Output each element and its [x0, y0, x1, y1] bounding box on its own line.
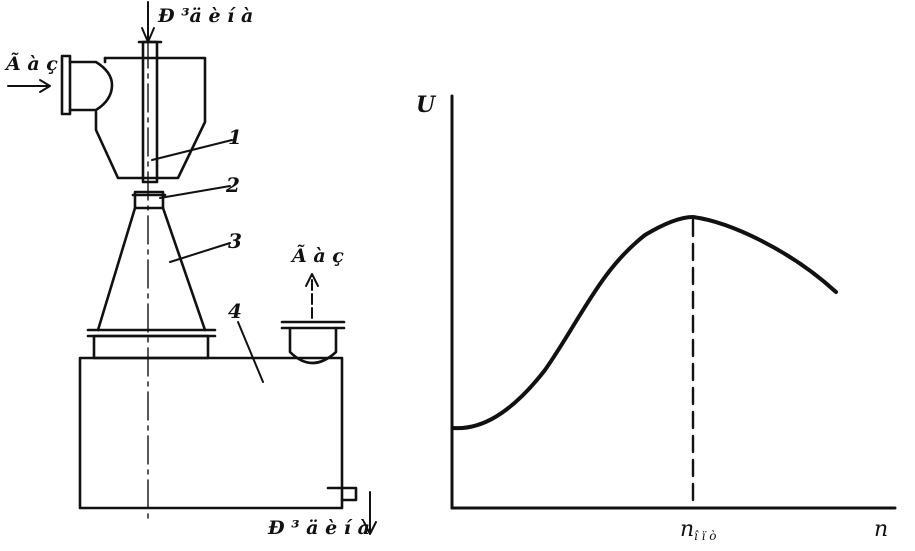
injection-pipe — [141, 40, 159, 184]
gas-outlet-arrowhead — [305, 273, 319, 287]
efficiency-curve — [451, 215, 838, 431]
gas-out-label: Ã à ç — [290, 244, 344, 267]
liquid-outlet-arrowhead — [363, 521, 377, 535]
gas-outlet-duct — [288, 326, 338, 365]
cyclone-body — [94, 56, 207, 180]
peak-x-label: n — [680, 517, 694, 542]
leader-4 — [237, 321, 264, 383]
throat-ring — [133, 190, 165, 210]
part-label-3: 3 — [228, 229, 242, 253]
gas-inlet-arrowhead — [39, 79, 51, 93]
gas-inlet-duct — [68, 60, 114, 112]
leader-1 — [151, 139, 233, 161]
part-label-4: 4 — [228, 299, 242, 323]
leader-3 — [169, 242, 231, 263]
y-axis-label: U — [416, 92, 437, 118]
liquid-in-label: Ð ³ä è í à — [157, 5, 253, 27]
part-label-2: 2 — [225, 173, 240, 197]
diffuser-cone — [96, 206, 207, 332]
cone-support — [92, 334, 210, 360]
liquid-out-label: Ð ³ ä è í à — [267, 517, 370, 539]
peak-x-subscript: î ï ò — [694, 529, 717, 543]
part-label-1: 1 — [228, 125, 242, 149]
gas-inlet-flange — [60, 54, 72, 116]
chart — [450, 94, 897, 510]
separator-tank — [78, 356, 344, 510]
x-axis-label: n — [874, 517, 888, 542]
gas-in-label: Ã à ç — [4, 52, 58, 75]
liquid-outlet-nozzle — [326, 486, 358, 502]
leader-2 — [159, 185, 231, 199]
venturi-apparatus — [7, 1, 377, 535]
